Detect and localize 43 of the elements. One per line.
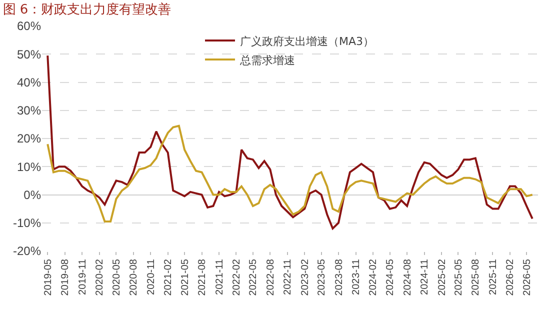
x-tick-label: 2020-05	[111, 258, 122, 296]
legend-label: 总需求增速	[239, 54, 295, 67]
y-tick-label: 20%	[16, 132, 42, 146]
x-tick-label: 2023-11	[351, 258, 362, 295]
x-tick-label: 2022-05	[248, 258, 260, 296]
x-tick-label: 2024-02	[368, 258, 380, 296]
y-tick-label: 60%	[16, 19, 42, 34]
y-tick-label: -20%	[12, 244, 42, 258]
chart-title: 图 6：财政支出力度有望改善	[2, 2, 172, 18]
x-tick-label: 2025-11	[488, 258, 499, 295]
y-tick-label: 50%	[16, 47, 42, 62]
x-tick-label: 2026-05	[522, 258, 533, 296]
x-tick-label: 2019-11	[77, 258, 88, 295]
x-tick-label: 2025-08	[470, 258, 482, 296]
line-series	[46, 124, 534, 222]
x-tick-label: 2022-02	[231, 258, 242, 296]
x-tick-label: 2021-08	[197, 258, 208, 296]
y-tick-label: 30%	[16, 104, 42, 118]
x-tick-label: 2019-05	[42, 258, 54, 296]
x-tick-label: 2021-05	[180, 258, 191, 296]
y-tick-label: -10%	[12, 216, 42, 230]
x-tick-label: 2024-05	[385, 258, 396, 296]
x-tick-label: 2021-11	[214, 258, 226, 295]
x-tick-label: 2021-02	[163, 258, 174, 296]
y-tick-label: 10%	[16, 160, 42, 174]
y-tick-label: 40%	[16, 75, 42, 90]
x-tick-label: 2020-02	[94, 258, 106, 296]
x-tick-label: 2025-02	[436, 258, 448, 296]
x-tick-label: 2024-08	[402, 258, 414, 296]
x-tick-label: 2023-02	[300, 258, 311, 296]
x-tick-label: 2022-11	[282, 258, 294, 295]
x-tick-label: 2023-08	[334, 258, 345, 296]
y-tick-label: 0%	[24, 188, 42, 202]
x-tick-label: 2023-05	[316, 258, 328, 296]
legend-label: 广义政府支出增速（MA3）	[240, 34, 374, 48]
x-tick-label: 2026-02	[505, 258, 516, 296]
x-tick-label: 2022-08	[265, 258, 276, 296]
line-series	[46, 54, 534, 230]
x-tick-label: 2020-08	[128, 258, 140, 296]
x-tick-label: 2019-08	[60, 258, 72, 296]
x-tick-label: 2020-11	[146, 258, 157, 295]
x-tick-label: 2024-11	[420, 258, 431, 295]
x-tick-label: 2025-05	[453, 258, 464, 296]
